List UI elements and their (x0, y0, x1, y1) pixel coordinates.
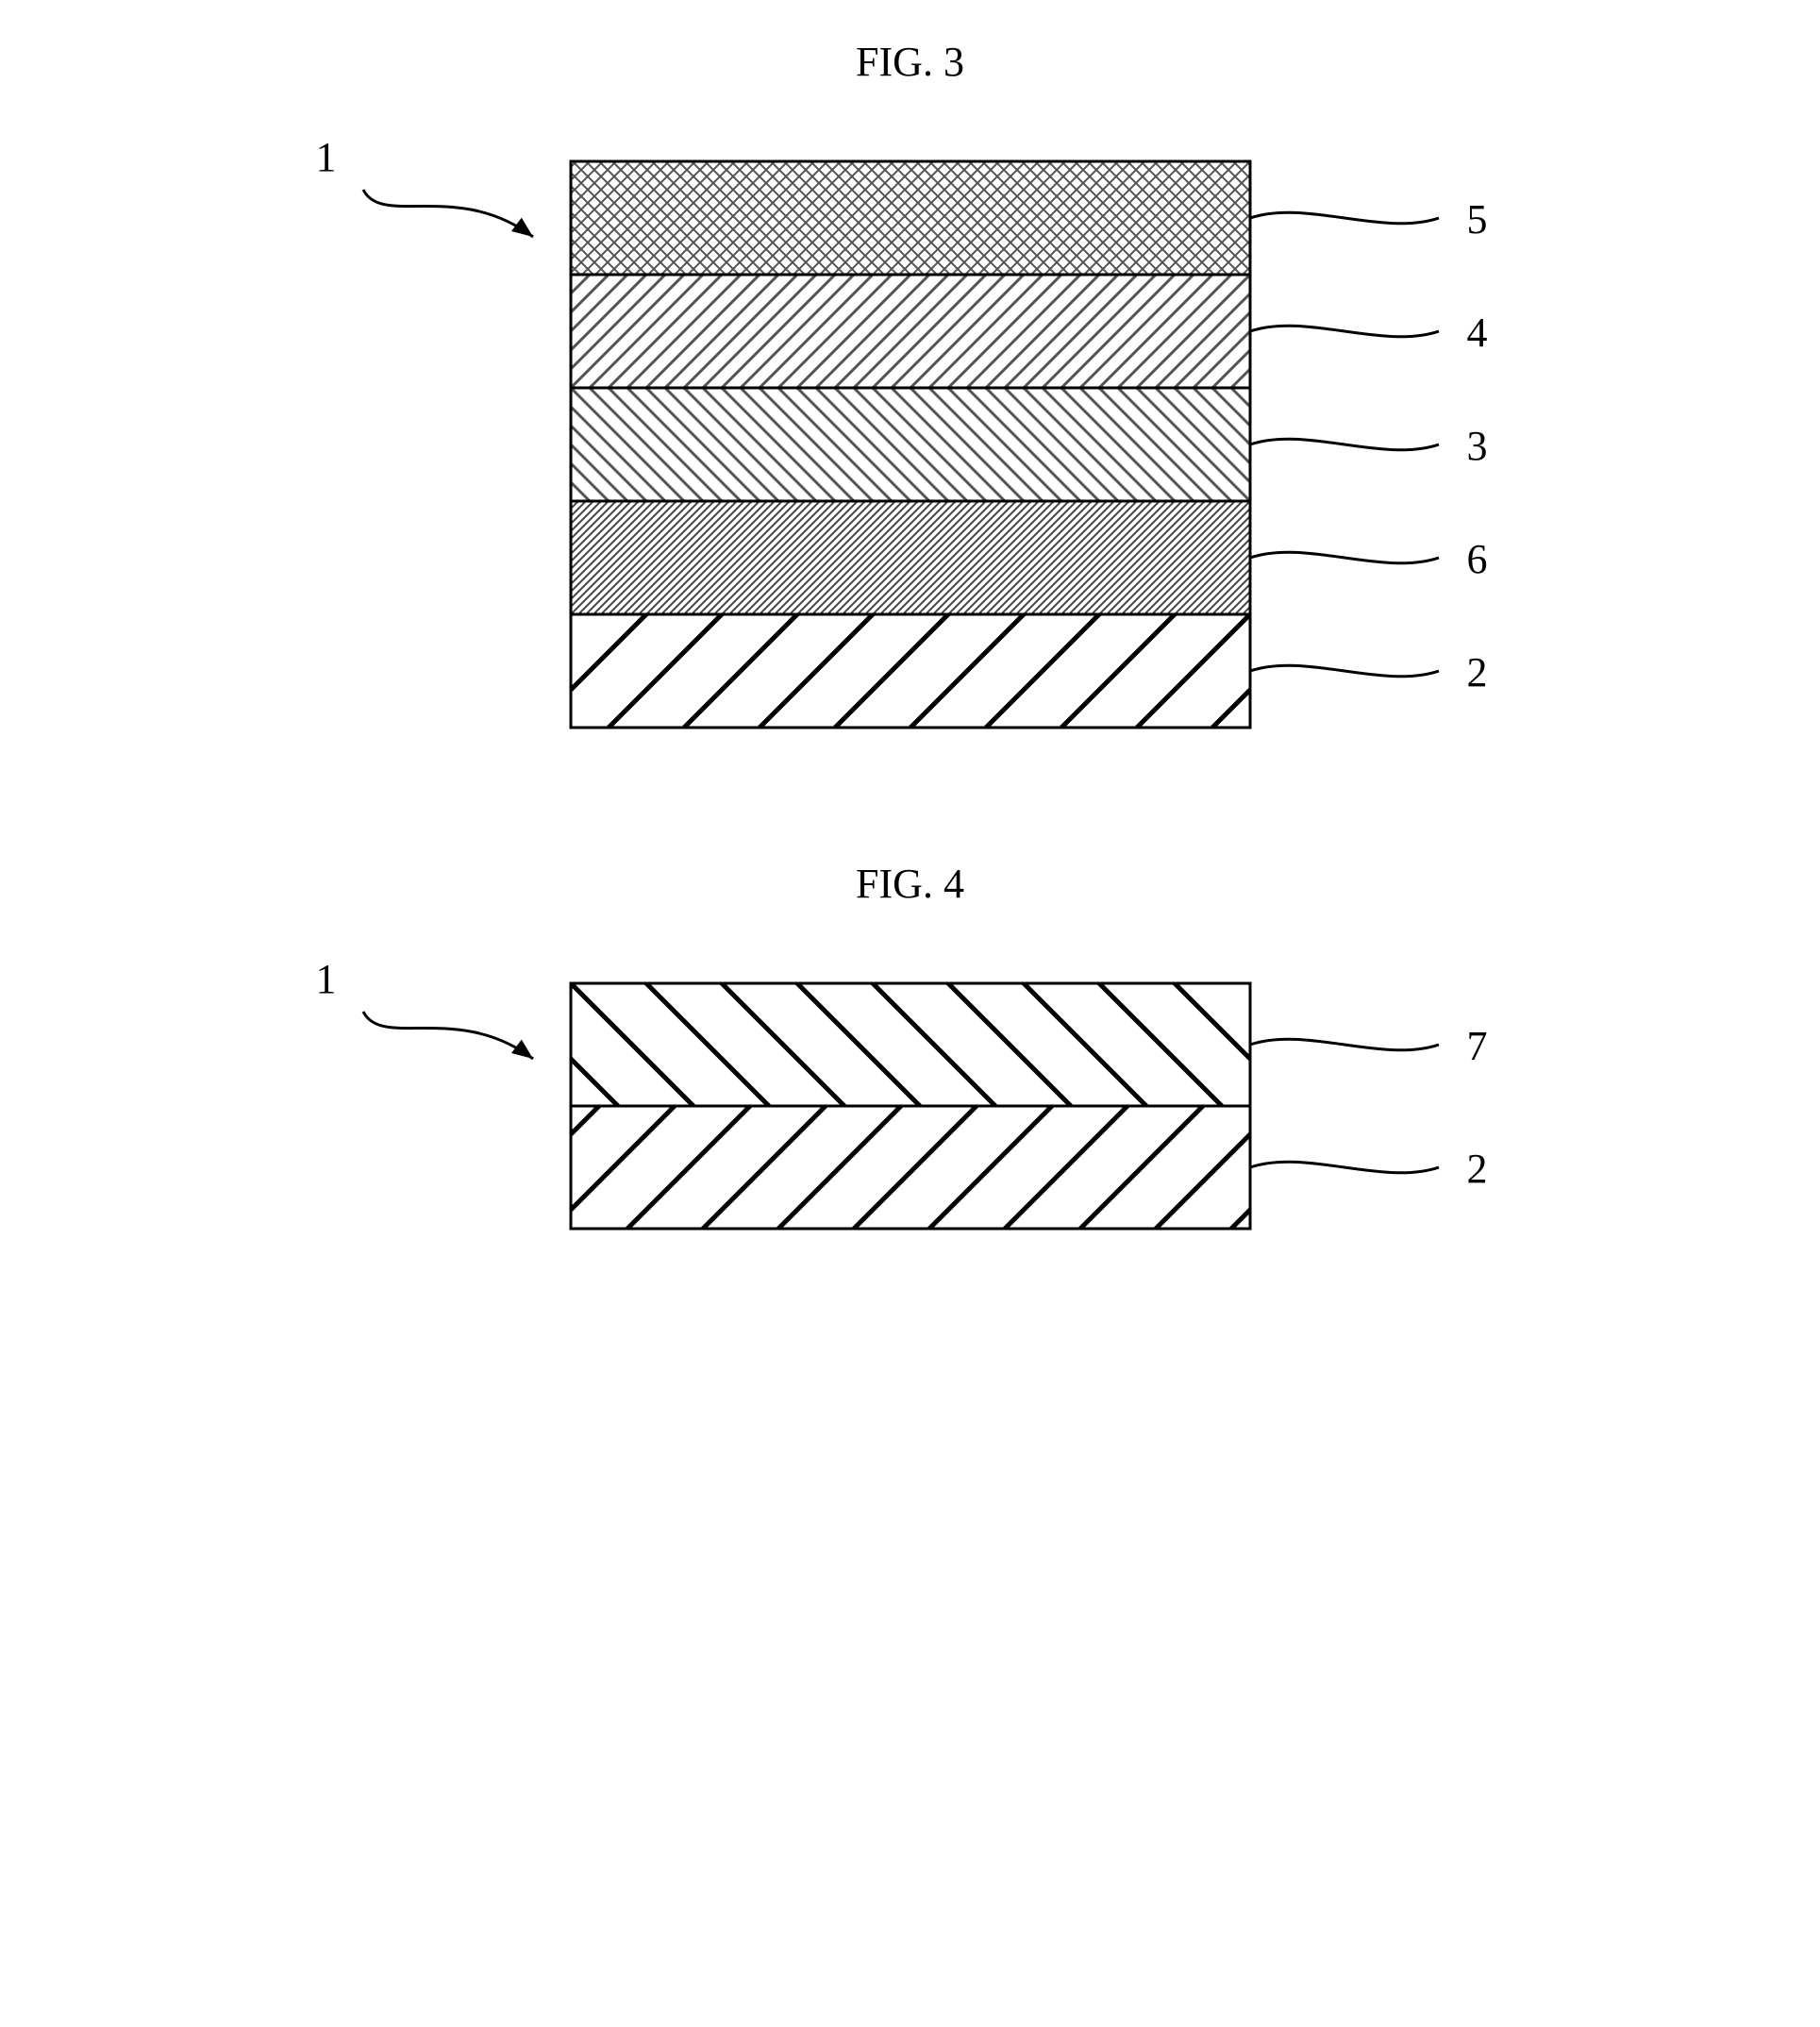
layer-rect (571, 501, 1250, 614)
layer-rect (571, 983, 1250, 1106)
layer-label: 5 (1467, 195, 1488, 243)
layer-label: 4 (1467, 309, 1488, 357)
layer-rect (571, 388, 1250, 501)
layer-rect (571, 161, 1250, 275)
layer-rect (571, 614, 1250, 728)
figure-4-wrap: FIG. 4 7 2 1 (38, 860, 1782, 1266)
fig4-diagram-svg (231, 946, 1590, 1266)
layer-label: 6 (1467, 535, 1488, 583)
layer-label: 2 (1467, 1145, 1488, 1193)
layer-label: 3 (1467, 422, 1488, 470)
fig3-diagram-svg (231, 124, 1590, 765)
layer-label: 7 (1467, 1022, 1488, 1070)
figure-3-wrap: FIG. 3 5 4 3 6 2 1 (38, 38, 1782, 765)
figure-3-diagram: 5 4 3 6 2 1 (231, 124, 1590, 765)
layer-label: 2 (1467, 648, 1488, 696)
layer-rect (571, 1106, 1250, 1229)
layer-rect (571, 275, 1250, 388)
figure-4-title: FIG. 4 (38, 860, 1782, 908)
assembly-label: 1 (316, 955, 337, 1003)
assembly-label: 1 (316, 133, 337, 181)
figure-4-diagram: 7 2 1 (231, 946, 1590, 1266)
figure-3-title: FIG. 3 (38, 38, 1782, 86)
